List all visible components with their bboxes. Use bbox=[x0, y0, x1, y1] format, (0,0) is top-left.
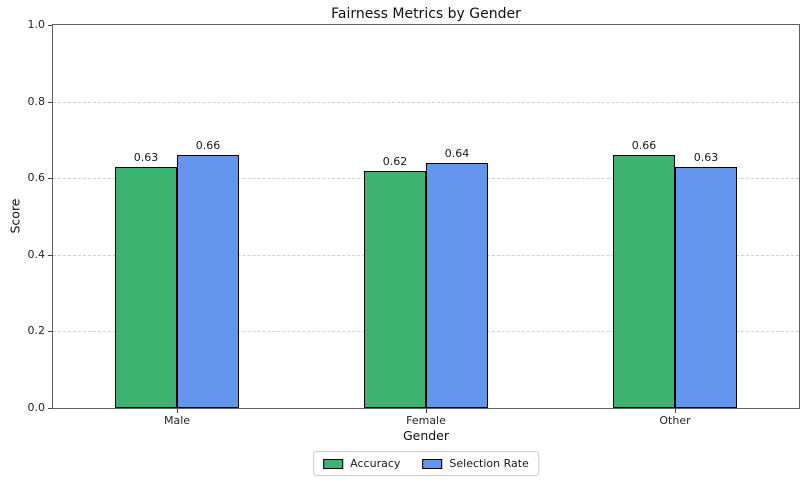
legend-label: Accuracy bbox=[350, 457, 401, 470]
bar-accuracy-female bbox=[364, 171, 426, 408]
plot-area: 0.63 0.66 0.62 0.64 0.66 0.63 bbox=[52, 24, 800, 409]
bar-value-label: 0.66 bbox=[195, 139, 221, 152]
y-tick-mark bbox=[48, 255, 52, 256]
legend-swatch-selection-rate bbox=[422, 458, 443, 469]
bar-value-label: 0.66 bbox=[631, 139, 657, 152]
legend-swatch-accuracy bbox=[323, 458, 344, 469]
y-axis-label: Score bbox=[7, 198, 23, 234]
y-tick-label: 0.0 bbox=[27, 401, 46, 414]
legend-item-selection-rate: Selection Rate bbox=[422, 457, 529, 470]
bar-value-label: 0.62 bbox=[382, 155, 408, 168]
y-tick-mark bbox=[48, 331, 52, 332]
legend-label: Selection Rate bbox=[449, 457, 529, 470]
y-tick-label: 0.4 bbox=[27, 248, 46, 261]
bar-value-label: 0.63 bbox=[693, 151, 719, 164]
bar-accuracy-other bbox=[613, 155, 675, 408]
chart-title: Fairness Metrics by Gender bbox=[331, 6, 521, 22]
bar-selection-rate-female bbox=[426, 163, 488, 408]
bar-selection-rate-other bbox=[675, 167, 737, 408]
x-tick-mark bbox=[675, 409, 676, 413]
x-axis-label: Gender bbox=[402, 428, 450, 443]
y-tick-mark bbox=[48, 408, 52, 409]
y-tick-label: 0.2 bbox=[27, 324, 46, 337]
gridline bbox=[53, 102, 799, 103]
bar-selection-rate-male bbox=[177, 155, 239, 408]
legend: Accuracy Selection Rate bbox=[313, 451, 539, 476]
y-tick-mark bbox=[48, 25, 52, 26]
x-tick-label-male: Male bbox=[163, 414, 191, 427]
x-tick-mark bbox=[177, 409, 178, 413]
bar-value-label: 0.64 bbox=[444, 147, 470, 160]
x-tick-label-other: Other bbox=[659, 414, 691, 427]
y-tick-mark bbox=[48, 178, 52, 179]
bar-value-label: 0.63 bbox=[133, 151, 159, 164]
x-tick-label-female: Female bbox=[406, 414, 446, 427]
y-tick-label: 0.8 bbox=[27, 95, 46, 108]
y-tick-label: 0.6 bbox=[27, 171, 46, 184]
bar-accuracy-male bbox=[115, 167, 177, 408]
legend-item-accuracy: Accuracy bbox=[323, 457, 400, 470]
x-tick-mark bbox=[426, 409, 427, 413]
y-tick-mark bbox=[48, 102, 52, 103]
y-tick-label: 1.0 bbox=[27, 18, 46, 31]
